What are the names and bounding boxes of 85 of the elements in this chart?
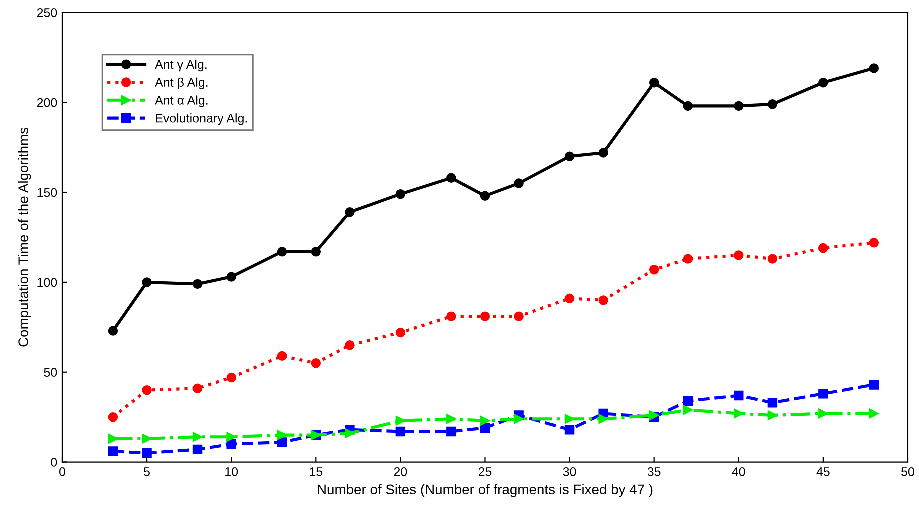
y-tick-label: 250 [37, 8, 58, 18]
point [649, 265, 660, 275]
point [818, 78, 828, 88]
point [396, 189, 406, 200]
point [142, 448, 152, 458]
point [480, 312, 490, 322]
x-tick-label: 0 [60, 467, 66, 476]
point [226, 432, 236, 442]
point [108, 326, 118, 336]
point [564, 425, 575, 435]
x-tick-label: 40 [732, 467, 746, 476]
point [598, 148, 608, 158]
point [869, 380, 880, 390]
point [446, 426, 456, 437]
point [192, 444, 203, 455]
point [869, 64, 880, 74]
y-tick-label: 150 [38, 188, 58, 198]
point [226, 439, 236, 450]
point [514, 312, 524, 322]
y-axis-title: Computation Time of the Algorithms [18, 128, 32, 347]
point [226, 272, 236, 282]
point [192, 279, 203, 290]
point [768, 100, 778, 110]
point [345, 207, 355, 218]
point [345, 428, 355, 438]
point [818, 389, 828, 399]
point [683, 396, 694, 406]
point [192, 432, 203, 442]
point [446, 173, 456, 184]
point [396, 328, 406, 338]
point [446, 414, 456, 424]
x-tick-label: 20 [394, 467, 408, 476]
point [734, 101, 744, 112]
point [277, 438, 288, 448]
point [142, 434, 152, 444]
point [192, 384, 203, 394]
point [345, 340, 355, 350]
y-tick-label: 50 [44, 368, 58, 378]
x-tick-label: 30 [563, 467, 576, 476]
x-axis-title: Number of Sites (Number of fragments is Fixed by 47 ) [318, 484, 653, 498]
point [869, 238, 880, 248]
point [768, 254, 778, 264]
point [564, 294, 575, 304]
point [142, 278, 152, 288]
point [768, 398, 778, 408]
point [649, 78, 660, 88]
x-tick-label: 5 [144, 468, 150, 476]
y-tick-label: 0 [51, 458, 58, 467]
point [142, 385, 152, 396]
point [683, 405, 694, 415]
point [277, 351, 288, 362]
point [108, 446, 118, 456]
point [683, 254, 694, 264]
point [768, 410, 778, 420]
legend-label: Ant β Alg. [155, 78, 208, 90]
x-tick-label: 25 [478, 467, 492, 476]
x-tick-label: 10 [226, 467, 238, 476]
point [226, 372, 236, 383]
point [683, 101, 694, 112]
point [480, 416, 490, 426]
x-tick-label: 15 [310, 468, 323, 476]
point [277, 247, 288, 257]
point [311, 358, 321, 368]
point [311, 247, 321, 257]
point [734, 390, 744, 401]
y-tick-label: 200 [37, 98, 58, 108]
point [734, 250, 744, 260]
legend-label: Evolutionary Alg. [156, 114, 248, 126]
point [818, 243, 828, 254]
x-tick-label: 50 [902, 467, 914, 476]
legend-label: Ant γ Alg. [155, 60, 207, 72]
point [598, 414, 608, 424]
point [514, 178, 524, 188]
point [108, 412, 118, 422]
point [446, 312, 456, 322]
point [598, 296, 608, 306]
y-tick-label: 100 [38, 278, 58, 288]
x-tick-label: 35 [648, 467, 661, 476]
point [869, 408, 880, 419]
legend-label: Ant α Alg. [155, 96, 208, 108]
point [480, 191, 490, 201]
point [564, 152, 575, 162]
x-tick-label: 45 [816, 468, 830, 476]
point [514, 414, 524, 424]
point [396, 426, 406, 437]
